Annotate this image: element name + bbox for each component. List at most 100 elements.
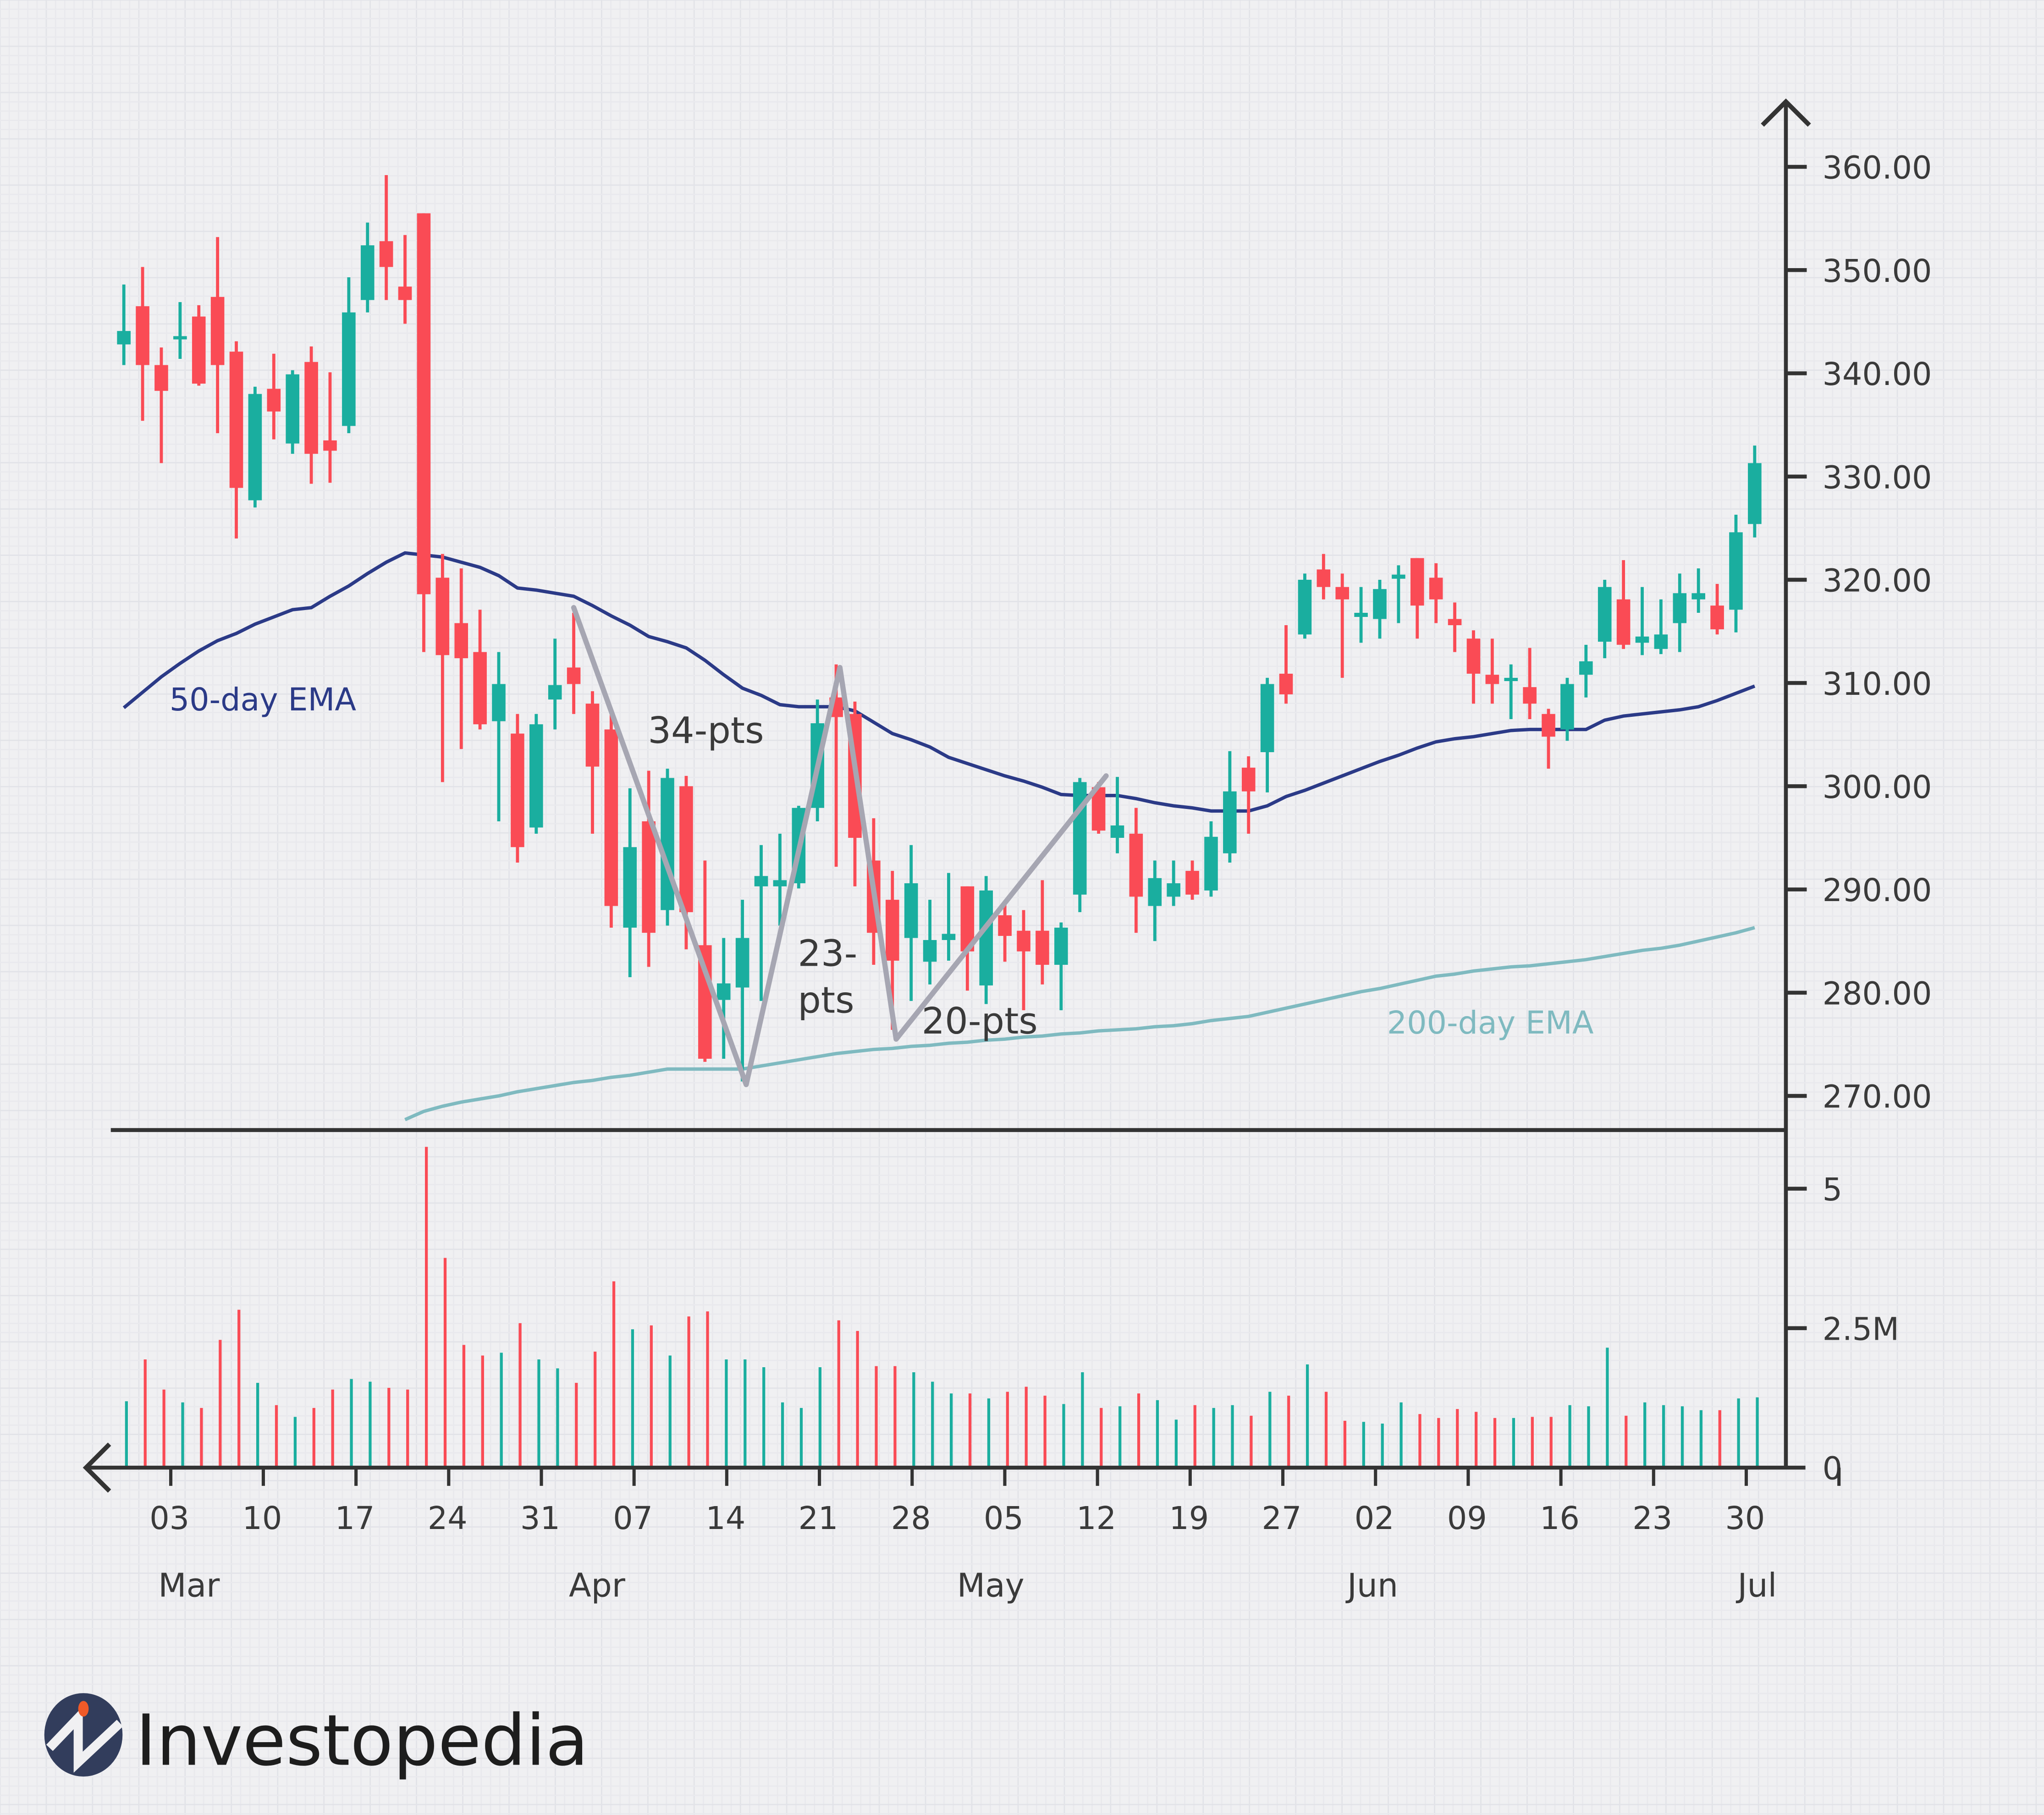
candle-body	[154, 365, 168, 391]
candle-body	[1542, 714, 1555, 737]
candle-body	[1373, 589, 1387, 619]
date-tick-label: 28	[891, 1501, 931, 1537]
candle-body	[979, 890, 993, 986]
price-tick-label: 300.00	[1823, 770, 1932, 806]
candle-body	[642, 821, 656, 933]
candle-body	[1054, 927, 1068, 965]
date-tick-label: 19	[1169, 1501, 1209, 1537]
candle-body	[1241, 767, 1256, 792]
date-tick-label: 17	[335, 1501, 375, 1537]
candle-body	[192, 316, 206, 384]
candle-body	[304, 362, 318, 454]
month-label: Mar	[158, 1567, 220, 1605]
price-tick-label: 330.00	[1823, 460, 1932, 496]
annotation-20-pts: 20-pts	[922, 1000, 1038, 1042]
ema200-label: 200-day EMA	[1387, 1005, 1594, 1041]
candle-body	[885, 900, 899, 961]
zigzag-polyline	[571, 605, 1109, 1087]
date-tick-label: 27	[1262, 1501, 1302, 1537]
candle-body	[398, 286, 412, 300]
price-tick-label: 270.00	[1823, 1079, 1932, 1116]
candle-body	[473, 652, 487, 725]
candle-body	[1167, 883, 1180, 897]
date-tick-label: 03	[149, 1501, 189, 1537]
candle-body	[1204, 836, 1218, 891]
month-label: May	[957, 1567, 1025, 1605]
candle-body	[1466, 638, 1481, 674]
candle-body	[360, 245, 375, 300]
price-tick-label: 340.00	[1823, 357, 1932, 393]
candle-body	[417, 213, 431, 594]
candle-body	[454, 623, 468, 659]
candle-body	[1654, 634, 1668, 649]
candle-body	[1335, 587, 1349, 600]
candle-body	[1185, 871, 1199, 895]
price-axis-ticks: 360.00 350.00 340.00 330.00 320.00 310.00 300.…	[1785, 150, 1932, 1116]
candle-body	[1036, 930, 1049, 965]
annotation-23-pts-line2: pts	[798, 979, 854, 1022]
candle-body	[229, 352, 243, 488]
candle-body	[342, 312, 356, 426]
candle-body	[173, 336, 187, 340]
candle-body	[492, 684, 506, 721]
candle-body	[773, 880, 787, 886]
month-labels: Mar Apr May Jun Jul	[158, 1567, 1777, 1605]
date-tick-label: 16	[1540, 1501, 1580, 1537]
candle-body	[1448, 619, 1462, 626]
price-tick-label: 320.00	[1823, 563, 1932, 600]
candle-body	[998, 915, 1012, 936]
candle-body	[679, 786, 693, 913]
candle-body	[1616, 599, 1631, 645]
logo-zigzag-icon	[46, 1706, 123, 1773]
date-tick-label: 24	[428, 1501, 468, 1537]
candle-body	[754, 876, 768, 886]
volume-tick-label: 5	[1823, 1172, 1842, 1208]
candle-body	[1260, 684, 1274, 753]
ema-200-line	[404, 926, 1755, 1122]
candle-body	[1129, 833, 1143, 897]
candle-body	[1523, 687, 1537, 704]
candle-body	[548, 685, 562, 700]
left-arrow-icon	[83, 1442, 111, 1493]
candle-body	[716, 983, 731, 1000]
date-tick-label: 30	[1725, 1501, 1765, 1537]
annotation-34-pts: 34-pts	[648, 709, 764, 752]
candle-body	[1729, 532, 1743, 610]
candle-body	[1429, 578, 1443, 600]
candle-body	[210, 297, 225, 365]
candle-body	[379, 241, 393, 267]
date-tick-label: 09	[1447, 1501, 1487, 1537]
volume-bars	[125, 1147, 1759, 1468]
ema-polyline	[404, 926, 1755, 1122]
candle-body	[248, 394, 262, 500]
month-label: Apr	[569, 1567, 626, 1605]
candle-body	[1148, 878, 1162, 906]
price-tick-label: 290.00	[1823, 873, 1932, 909]
date-tick-label: 05	[984, 1501, 1024, 1537]
logo-wordmark: Investopedia	[136, 1700, 589, 1782]
price-tick-label: 360.00	[1823, 150, 1932, 187]
candle-body	[1635, 636, 1649, 643]
month-label: Jun	[1345, 1567, 1398, 1605]
candle-body	[136, 306, 149, 365]
date-tick-label: 02	[1355, 1501, 1394, 1537]
candle-body	[1279, 673, 1293, 694]
date-tick-label: 21	[799, 1501, 838, 1537]
date-tick-label: 12	[1076, 1501, 1116, 1537]
candle-body	[1485, 675, 1499, 684]
candle-body	[567, 667, 581, 684]
date-tick-label: 23	[1632, 1501, 1672, 1537]
candle-body	[1598, 587, 1612, 642]
candle-body	[117, 331, 131, 345]
candle-body	[1354, 613, 1368, 617]
investopedia-logo: Investopedia	[44, 1693, 589, 1782]
candle-body	[1017, 930, 1030, 952]
candle-body	[1579, 661, 1593, 675]
date-axis-ticks: 03 10 17 24 31 07 14 21 28 05 12 19 27 02 09 16 23 30	[149, 1468, 1841, 1537]
candle-body	[1298, 579, 1312, 635]
candle-body	[511, 733, 524, 847]
annotation-23-pts-line1: 23-	[798, 932, 857, 974]
price-tick-label: 350.00	[1823, 253, 1932, 290]
